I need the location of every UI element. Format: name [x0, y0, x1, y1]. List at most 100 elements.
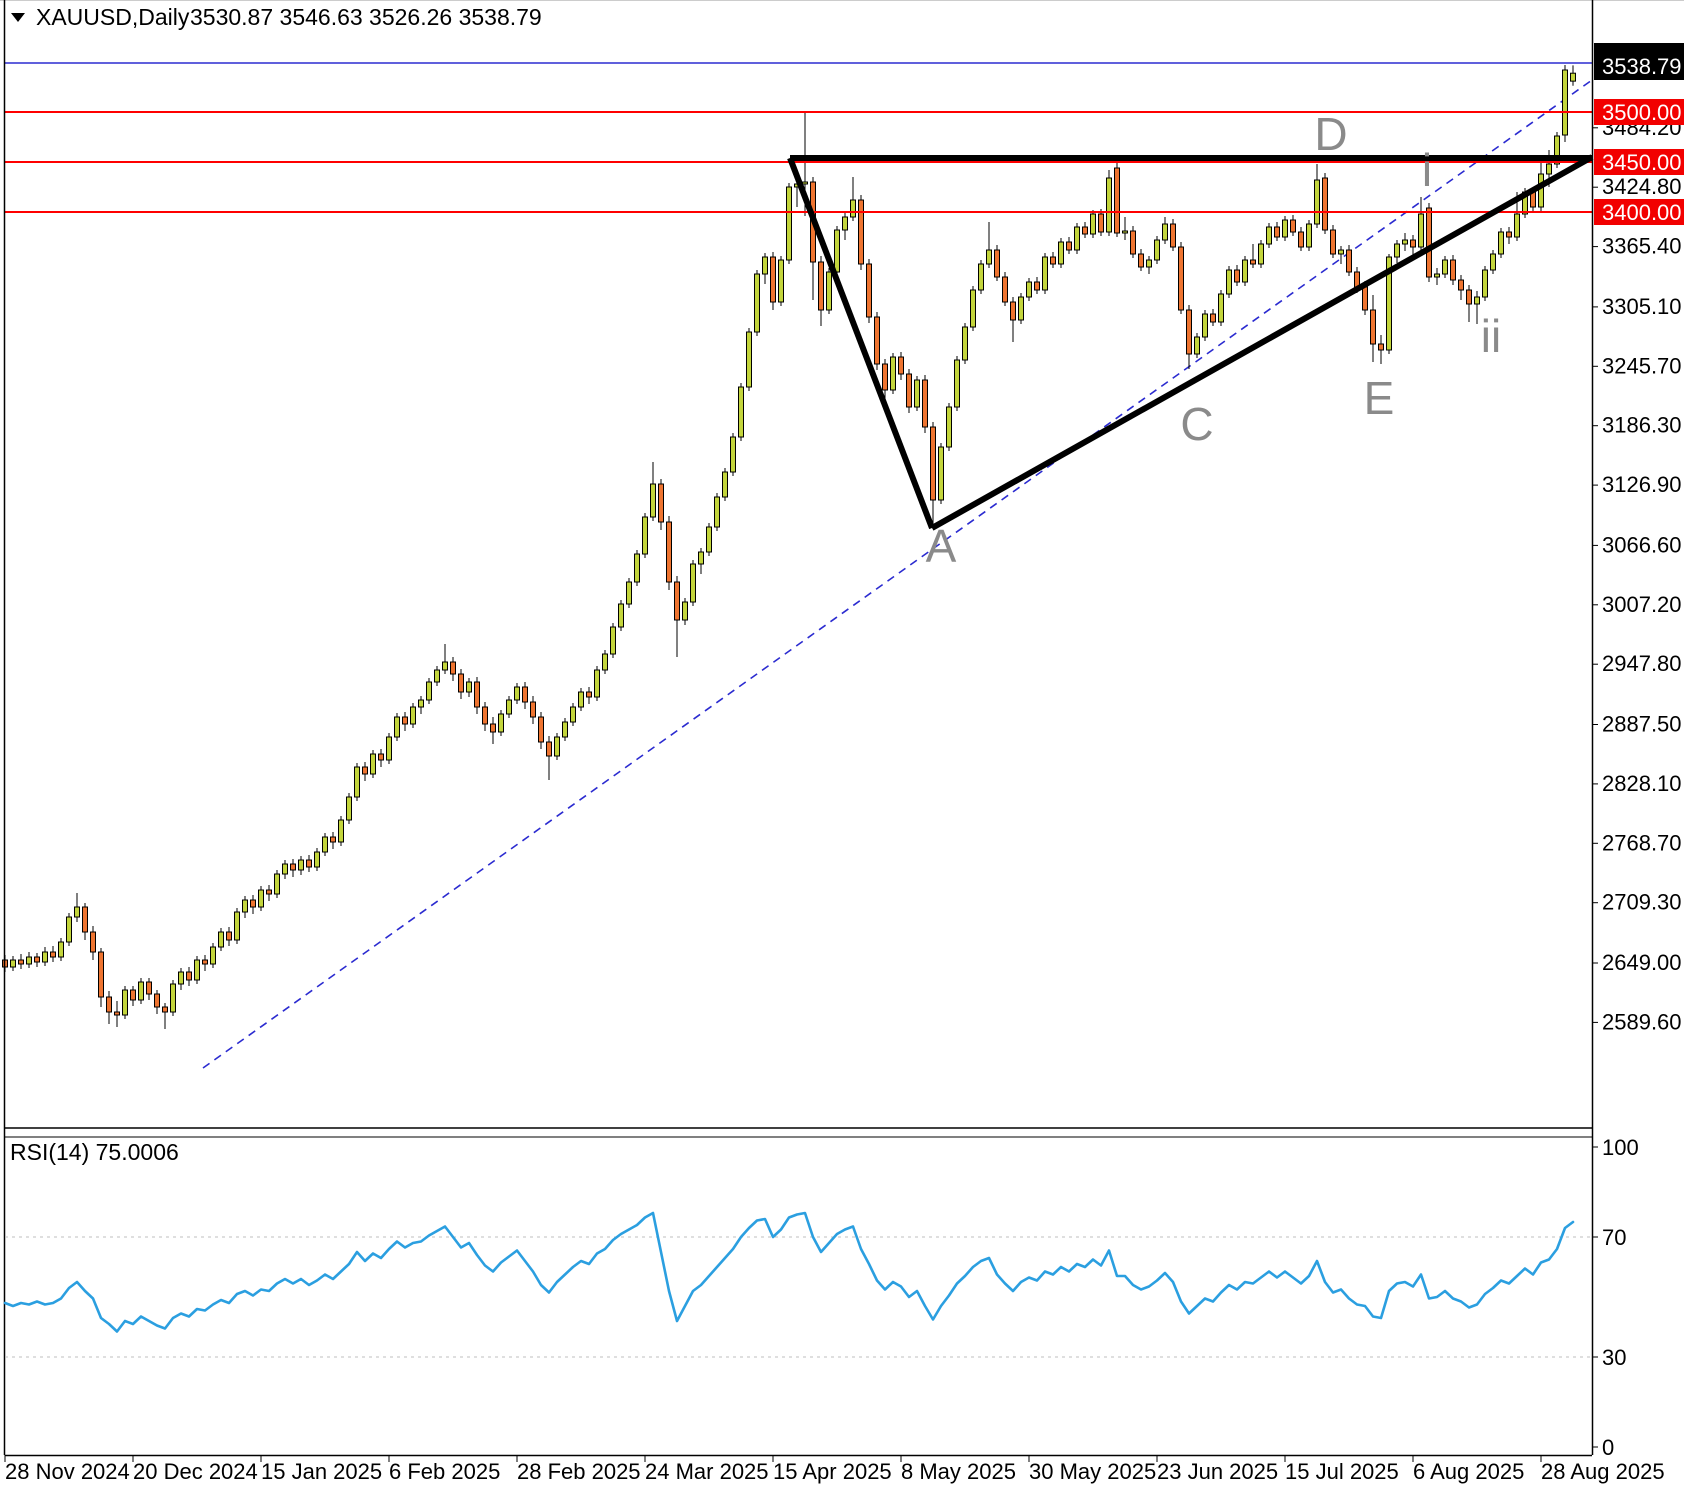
candle-body — [1106, 177, 1112, 233]
candle — [1306, 220, 1312, 251]
candle-body — [842, 216, 848, 231]
candle — [1474, 291, 1480, 324]
date-axis-label: 28 Nov 2024 — [5, 1459, 130, 1484]
candle-body — [1274, 226, 1280, 238]
candle — [906, 369, 912, 413]
candle-body — [386, 736, 392, 761]
candle — [754, 270, 760, 336]
candle — [1490, 250, 1496, 274]
candle-body — [938, 446, 944, 501]
candle — [1402, 233, 1408, 251]
candle — [1506, 227, 1512, 244]
candle-body — [90, 931, 96, 953]
candle-body — [1266, 226, 1272, 245]
candle-body — [898, 356, 904, 375]
rsi-axis-label: 70 — [1602, 1225, 1626, 1250]
candle — [1298, 227, 1304, 251]
chart-title-symbol: XAUUSD,Daily — [36, 4, 190, 30]
candle — [66, 913, 72, 946]
price-axis-label: 3424.80 — [1602, 174, 1682, 199]
candle — [58, 938, 64, 961]
candle-body — [826, 271, 832, 311]
candle-body — [1402, 239, 1408, 245]
candle-body — [314, 851, 320, 868]
candle-body — [1394, 243, 1400, 258]
candle-body — [698, 551, 704, 565]
time-axis[interactable]: 28 Nov 2024 20 Dec 2024 15 Jan 2025 6 Feb 2… — [4, 1455, 1665, 1484]
candle — [1562, 65, 1568, 142]
candle — [386, 733, 392, 764]
candle — [1290, 215, 1296, 236]
triangle-left-line[interactable] — [787, 156, 935, 530]
candle-body — [1258, 243, 1264, 265]
candle — [978, 260, 984, 294]
candle — [786, 183, 792, 264]
candle — [1450, 255, 1456, 285]
pattern-label-ii: ii — [1481, 310, 1501, 362]
candle — [34, 953, 40, 967]
candle-body — [58, 941, 64, 958]
candle — [274, 870, 280, 898]
candle-body — [1234, 269, 1240, 283]
candle-body — [554, 736, 560, 757]
dashed-support-trendline[interactable] — [202, 79, 1593, 1069]
candle — [1002, 272, 1008, 306]
triangle-lower-line[interactable] — [930, 154, 1594, 531]
candle — [714, 493, 720, 531]
candle-body — [714, 496, 720, 528]
candle — [1034, 277, 1040, 294]
candle-body — [618, 603, 624, 628]
candle-body — [562, 721, 568, 738]
candle — [26, 952, 32, 968]
candle-body — [738, 386, 744, 438]
candle-body — [210, 946, 216, 965]
candle-body — [914, 379, 920, 408]
price-level-tag — [1594, 149, 1684, 175]
symbol-dropdown-icon[interactable] — [11, 13, 25, 22]
triangle-pattern[interactable] — [787, 154, 1594, 531]
pattern-label-A: A — [926, 520, 957, 572]
candle-body — [586, 691, 592, 698]
candle-body — [426, 681, 432, 701]
candle-body — [1490, 253, 1496, 271]
candle-body — [1410, 239, 1416, 248]
candle — [514, 683, 520, 704]
candle-body — [1346, 249, 1352, 273]
candle-body — [1466, 289, 1472, 305]
candle-body — [1426, 207, 1432, 278]
candle — [482, 702, 488, 731]
candle — [242, 896, 248, 918]
candle — [258, 886, 264, 911]
candle — [394, 713, 400, 741]
price-axis-label: 2589.60 — [1602, 1009, 1682, 1034]
price-axis-label: 3245.70 — [1602, 353, 1682, 378]
candle-body — [1474, 296, 1480, 305]
candle-body — [1322, 177, 1328, 231]
candle-body — [330, 836, 336, 843]
candle — [10, 956, 16, 971]
price-axis-label: 2768.70 — [1602, 830, 1682, 855]
candle — [50, 946, 56, 962]
rsi-panel[interactable]: 100 70 30 0 — [3, 1135, 1639, 1460]
candle-body — [682, 601, 688, 621]
candle — [642, 513, 648, 558]
candle-body — [730, 436, 736, 473]
price-axis[interactable]: 3484.203424.803365.403305.103245.703186.… — [1592, 43, 1684, 1034]
candle-body — [1090, 213, 1096, 235]
candle-body — [922, 379, 928, 428]
candle-body — [258, 889, 264, 908]
candle — [1442, 256, 1448, 278]
candle-body — [1138, 253, 1144, 268]
price-axis-label: 3066.60 — [1602, 532, 1682, 557]
candle-body — [578, 691, 584, 708]
candle — [314, 848, 320, 871]
price-axis-label: 3007.20 — [1602, 592, 1682, 617]
candle-body — [1514, 213, 1520, 238]
candle — [1186, 305, 1192, 369]
candle-body — [82, 906, 88, 933]
candle — [1466, 285, 1472, 322]
candle — [234, 908, 240, 944]
candle — [186, 967, 192, 986]
candle — [362, 762, 368, 781]
